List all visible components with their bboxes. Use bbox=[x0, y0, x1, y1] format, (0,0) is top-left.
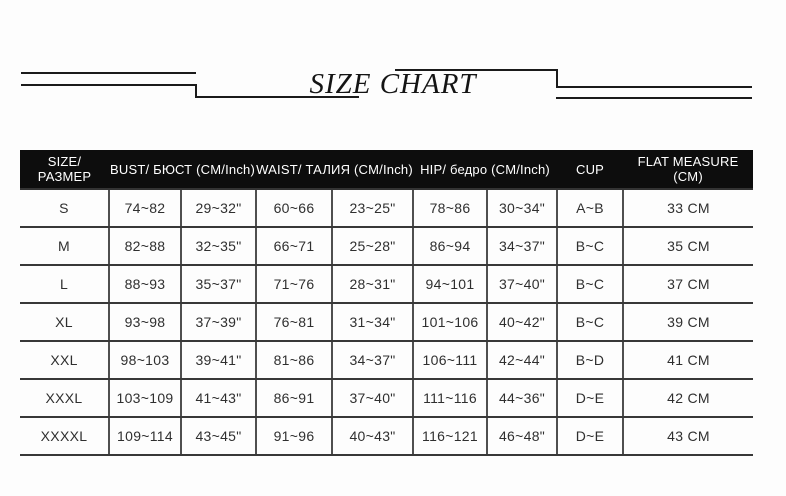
size-cell: M bbox=[20, 227, 109, 266]
waist-in-cell: 40~43" bbox=[331, 417, 414, 456]
waist-in-cell: 25~28" bbox=[331, 227, 414, 266]
bust-in-cell: 35~37" bbox=[179, 265, 257, 304]
hip-cm-cell: 111~116 bbox=[412, 379, 488, 418]
deco-line-right-bottom bbox=[556, 97, 752, 99]
bust-in-cell: 41~43" bbox=[179, 379, 257, 418]
deco-step-left-vertical bbox=[195, 84, 197, 98]
table-row-xl: XL 93~98 37~39" 76~81 31~34" 101~106 40~… bbox=[20, 303, 754, 342]
cup-cell: D~E bbox=[556, 417, 624, 456]
cup-cell: B~C bbox=[556, 227, 624, 266]
flat-measure-cell: 43 CM bbox=[622, 417, 754, 456]
hip-cm-cell: 101~106 bbox=[412, 303, 488, 342]
table-header-row: SIZE/ РАЗМЕР BUST/ БЮСТ (CM/Inch) WAIST/… bbox=[20, 150, 754, 190]
bust-in-cell: 37~39" bbox=[179, 303, 257, 342]
hip-in-cell: 44~36" bbox=[486, 379, 558, 418]
deco-line-left-top bbox=[21, 72, 196, 74]
column-header-cup: CUP bbox=[557, 150, 624, 190]
page-title: SIZE CHART bbox=[309, 68, 477, 100]
size-cell: S bbox=[20, 189, 109, 228]
bust-in-cell: 43~45" bbox=[179, 417, 257, 456]
flat-measure-cell: 33 CM bbox=[622, 189, 754, 228]
column-header-size: SIZE/ РАЗМЕР bbox=[20, 150, 109, 190]
bust-in-cell: 39~41" bbox=[179, 341, 257, 380]
size-chart-table: SIZE/ РАЗМЕР BUST/ БЮСТ (CM/Inch) WAIST/… bbox=[20, 150, 754, 456]
hip-in-cell: 30~34" bbox=[486, 189, 558, 228]
table-row-xxxxl: XXXXL 109~114 43~45" 91~96 40~43" 116~12… bbox=[20, 417, 754, 456]
size-cell: L bbox=[20, 265, 109, 304]
waist-cm-cell: 91~96 bbox=[255, 417, 333, 456]
table-row-s: S 74~82 29~32" 60~66 23~25" 78~86 30~34"… bbox=[20, 189, 754, 228]
size-cell: XL bbox=[20, 303, 109, 342]
hip-in-cell: 46~48" bbox=[486, 417, 558, 456]
bust-cm-cell: 103~109 bbox=[108, 379, 181, 418]
hip-in-cell: 42~44" bbox=[486, 341, 558, 380]
deco-step-right-vertical bbox=[556, 69, 558, 88]
waist-cm-cell: 86~91 bbox=[255, 379, 333, 418]
table-row-xxxl: XXXL 103~109 41~43" 86~91 37~40" 111~116… bbox=[20, 379, 754, 418]
waist-cm-cell: 71~76 bbox=[255, 265, 333, 304]
cup-cell: A~B bbox=[556, 189, 624, 228]
flat-measure-cell: 41 CM bbox=[622, 341, 754, 380]
table-row-l: L 88~93 35~37" 71~76 28~31" 94~101 37~40… bbox=[20, 265, 754, 304]
column-header-waist: WAIST/ ТАЛИЯ (CM/Inch) bbox=[256, 150, 414, 190]
column-header-flat-measure: FLAT MEASURE (CM) bbox=[623, 150, 754, 190]
waist-cm-cell: 76~81 bbox=[255, 303, 333, 342]
waist-cm-cell: 81~86 bbox=[255, 341, 333, 380]
cup-cell: D~E bbox=[556, 379, 624, 418]
flat-measure-cell: 42 CM bbox=[622, 379, 754, 418]
bust-cm-cell: 74~82 bbox=[108, 189, 181, 228]
hip-cm-cell: 106~111 bbox=[412, 341, 488, 380]
deco-line-right-middle bbox=[556, 86, 752, 88]
deco-line-left-bottom bbox=[195, 96, 359, 98]
flat-measure-cell: 39 CM bbox=[622, 303, 754, 342]
hip-cm-cell: 86~94 bbox=[412, 227, 488, 266]
column-header-hip: HIP/ бедро (CM/Inch) bbox=[413, 150, 558, 190]
table-row-xxl: XXL 98~103 39~41" 81~86 34~37" 106~111 4… bbox=[20, 341, 754, 380]
column-header-bust: BUST/ БЮСТ (CM/Inch) bbox=[109, 150, 257, 190]
deco-line-right-top bbox=[395, 69, 558, 71]
waist-in-cell: 31~34" bbox=[331, 303, 414, 342]
deco-line-left-middle bbox=[21, 84, 197, 86]
hip-cm-cell: 78~86 bbox=[412, 189, 488, 228]
hip-in-cell: 40~42" bbox=[486, 303, 558, 342]
cup-cell: B~D bbox=[556, 341, 624, 380]
flat-measure-cell: 37 CM bbox=[622, 265, 754, 304]
cup-cell: B~C bbox=[556, 303, 624, 342]
bust-cm-cell: 88~93 bbox=[108, 265, 181, 304]
waist-in-cell: 37~40" bbox=[331, 379, 414, 418]
hip-in-cell: 37~40" bbox=[486, 265, 558, 304]
waist-in-cell: 34~37" bbox=[331, 341, 414, 380]
hip-in-cell: 34~37" bbox=[486, 227, 558, 266]
size-cell: XXXL bbox=[20, 379, 109, 418]
size-cell: XXXXL bbox=[20, 417, 109, 456]
size-cell: XXL bbox=[20, 341, 109, 380]
bust-cm-cell: 109~114 bbox=[108, 417, 181, 456]
bust-cm-cell: 82~88 bbox=[108, 227, 181, 266]
waist-cm-cell: 60~66 bbox=[255, 189, 333, 228]
cup-cell: B~C bbox=[556, 265, 624, 304]
flat-measure-cell: 35 CM bbox=[622, 227, 754, 266]
waist-in-cell: 28~31" bbox=[331, 265, 414, 304]
hip-cm-cell: 94~101 bbox=[412, 265, 488, 304]
waist-in-cell: 23~25" bbox=[331, 189, 414, 228]
bust-in-cell: 29~32" bbox=[179, 189, 257, 228]
bust-cm-cell: 98~103 bbox=[108, 341, 181, 380]
table-row-m: M 82~88 32~35" 66~71 25~28" 86~94 34~37"… bbox=[20, 227, 754, 266]
bust-cm-cell: 93~98 bbox=[108, 303, 181, 342]
waist-cm-cell: 66~71 bbox=[255, 227, 333, 266]
bust-in-cell: 32~35" bbox=[179, 227, 257, 266]
hip-cm-cell: 116~121 bbox=[412, 417, 488, 456]
